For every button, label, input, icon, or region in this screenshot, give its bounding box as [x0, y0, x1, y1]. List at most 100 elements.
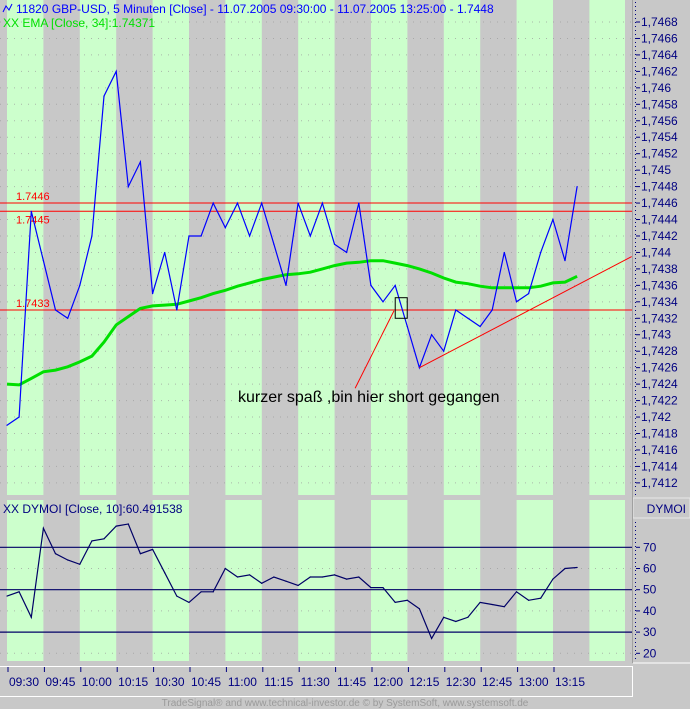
price-point [358, 202, 360, 204]
price-point [236, 202, 239, 204]
dymoi-point [18, 591, 20, 593]
annotation-arrow-line [354, 310, 395, 389]
dymoi-point [430, 637, 433, 640]
price-point [249, 235, 251, 237]
price-level-label: 1.7446 [16, 191, 50, 203]
green-time-stripe [516, 500, 553, 661]
time-tick-label: 12:00 [373, 675, 403, 689]
dymoi-point [333, 574, 336, 576]
support-trendline [419, 256, 632, 369]
price-point [479, 325, 481, 328]
price-point [430, 334, 433, 336]
dymoi-point [200, 591, 202, 593]
price-point [382, 301, 384, 303]
dymoi-point [212, 591, 214, 593]
indicator-tick-label: 50 [643, 583, 657, 597]
price-point [491, 309, 493, 311]
dymoi-point [236, 576, 239, 578]
dymoi-point [382, 586, 384, 589]
price-tick-label: 1,7418 [641, 427, 678, 441]
dymoi-point [503, 606, 505, 608]
price-point [127, 186, 129, 188]
price-point [91, 235, 93, 237]
dymoi-point [91, 540, 93, 542]
dymoi-point [491, 603, 493, 606]
price-point [30, 210, 32, 212]
dymoi-point [176, 595, 178, 597]
price-tick-label: 1,7422 [641, 394, 678, 408]
green-time-stripe [298, 0, 335, 495]
green-time-stripe [225, 500, 262, 661]
green-time-stripe [516, 0, 553, 495]
price-tick-label: 1,7444 [641, 213, 678, 227]
dymoi-point [346, 578, 348, 580]
indicator-legend: XX DYMOI [Close, 10]:60.491538 [3, 502, 183, 516]
price-tick-label: 1,7466 [641, 31, 678, 45]
price-point [151, 292, 154, 295]
dymoi-point [6, 595, 8, 597]
dymoi-point [127, 523, 129, 525]
ema-line [6, 259, 578, 387]
time-tick-label: 11:15 [264, 675, 293, 689]
dymoi-point [443, 616, 445, 618]
price-point [67, 317, 69, 319]
dymoi-point [394, 601, 396, 604]
price-tick-label: 1,7436 [641, 278, 678, 292]
dymoi-point [467, 616, 469, 618]
dymoi-point [358, 576, 360, 578]
price-point [370, 284, 372, 286]
price-tick-label: 1,7458 [641, 97, 678, 111]
price-point [394, 284, 396, 286]
dymoi-point [139, 553, 142, 555]
chart-marks: 1.7446 1.7445 1.7433 [0, 69, 632, 640]
main-title: 11820 GBP-USD, 5 Minuten [Close] - 11.07… [16, 2, 494, 16]
time-tick-label: 10:00 [82, 675, 112, 689]
green-time-stripe [152, 0, 189, 495]
dymoi-point [552, 578, 554, 580]
price-point [297, 202, 299, 204]
price-point [321, 202, 323, 204]
price-tick-label: 1,7464 [641, 48, 678, 62]
dymoi-point [540, 597, 542, 599]
price-tick-label: 1,7456 [641, 114, 678, 128]
price-point [552, 218, 554, 221]
price-tick-label: 1,743 [641, 328, 671, 342]
price-point [406, 325, 408, 328]
price-tick-label: 1,7432 [641, 311, 678, 325]
price-point [103, 95, 105, 97]
price-point [115, 70, 117, 72]
indicator-tick-label: 60 [643, 562, 657, 576]
green-time-stripe [298, 500, 335, 661]
dymoi-point [406, 599, 408, 601]
price-tick-label: 1,745 [641, 163, 671, 177]
green-time-stripe [443, 0, 481, 495]
price-axis: 1,7468 1,7466 1,7464 1,7462 1,746 1,7458 1,745… [635, 2, 678, 495]
time-tick-label: 13:00 [519, 675, 549, 689]
price-tick-label: 1,7416 [641, 443, 678, 457]
time-stripes [7, 0, 625, 661]
green-time-stripe [443, 500, 481, 661]
price-point [564, 260, 566, 262]
dymoi-point [527, 599, 530, 601]
time-tick-label: 12:15 [409, 675, 439, 689]
price-point [176, 309, 178, 311]
dymoi-point [297, 584, 299, 587]
price-point [467, 317, 469, 319]
price-tick-label: 1,742 [641, 410, 671, 424]
dymoi-point [54, 553, 57, 555]
price-point [515, 301, 518, 303]
price-point [333, 243, 336, 245]
price-point [540, 251, 542, 254]
price-point [503, 251, 505, 254]
price-tick-label: 1,7454 [641, 130, 678, 144]
price-tick-label: 1,7412 [641, 476, 678, 490]
indicator-tick-label: 40 [643, 604, 657, 618]
price-tick-label: 1,7446 [641, 196, 678, 210]
dymoi-point [455, 620, 457, 623]
price-point [346, 251, 348, 254]
price-point [261, 202, 263, 204]
green-time-stripe [589, 500, 625, 661]
price-point [224, 227, 226, 229]
price-tick-label: 1,7468 [641, 15, 678, 29]
price-level-label: 1.7433 [16, 298, 50, 310]
